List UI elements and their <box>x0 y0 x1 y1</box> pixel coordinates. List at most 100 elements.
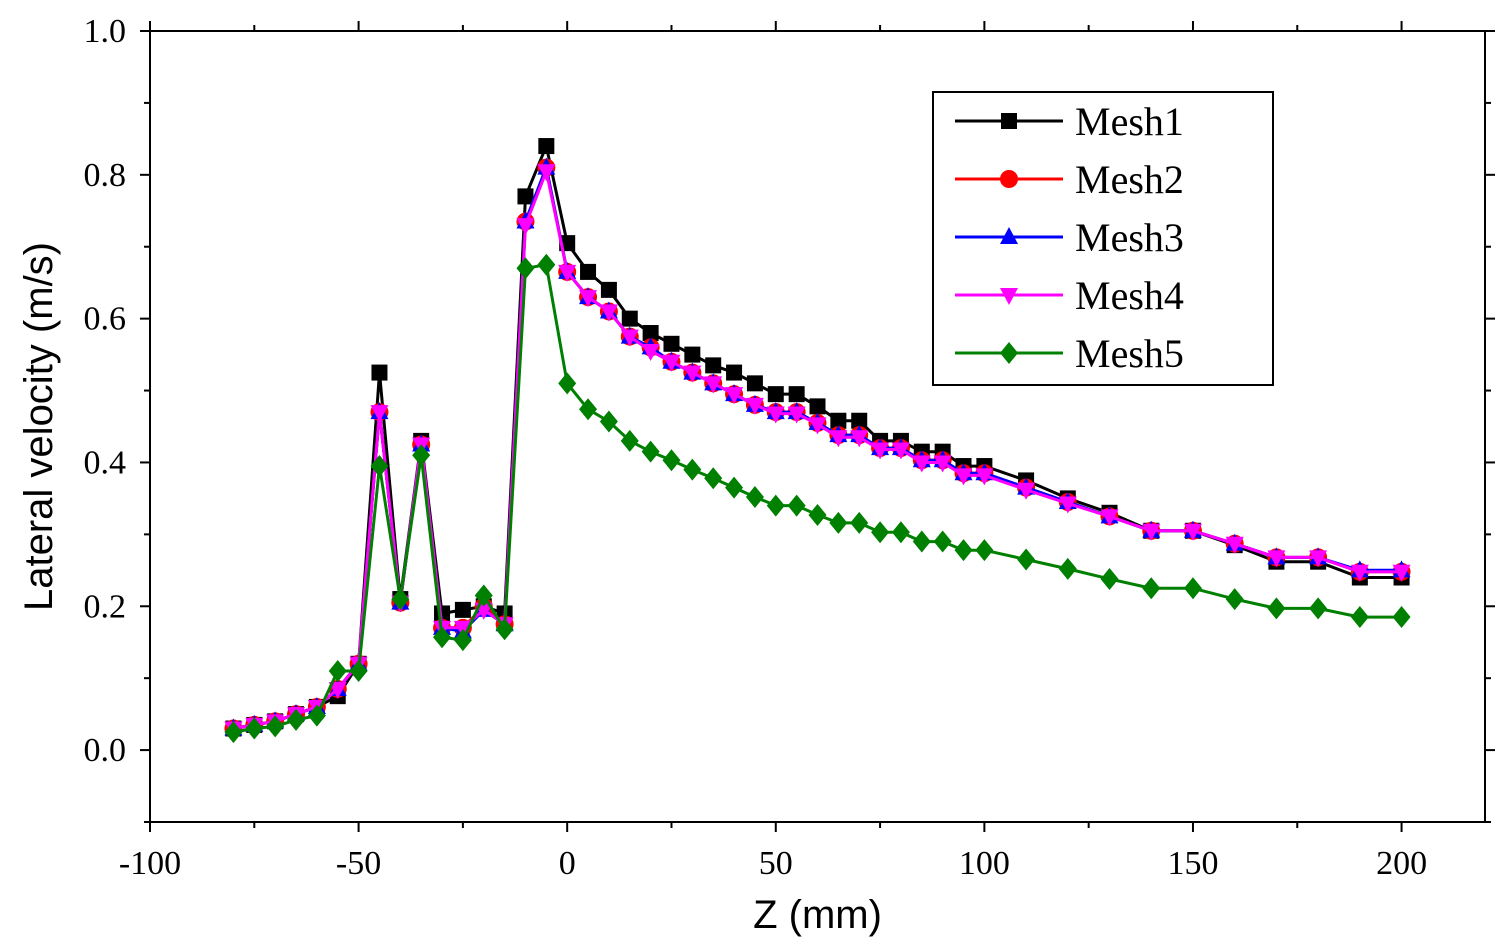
data-point-mesh5 <box>891 521 910 544</box>
data-point-mesh5 <box>516 257 535 280</box>
data-point-mesh1 <box>684 346 701 363</box>
data-point-mesh4 <box>766 406 785 424</box>
data-point-mesh1 <box>663 335 680 352</box>
x-tick-label: 150 <box>1167 845 1218 882</box>
data-point-mesh5 <box>1350 606 1369 629</box>
data-point-mesh1 <box>851 412 868 429</box>
data-point-mesh4 <box>891 442 910 460</box>
data-point-mesh5 <box>850 511 869 534</box>
legend-marker-mesh1 <box>1001 113 1017 129</box>
data-point-mesh1 <box>454 601 471 618</box>
data-point-mesh4 <box>975 468 994 486</box>
legend-label-mesh2: Mesh2 <box>1075 157 1184 202</box>
legend-item-mesh5: Mesh5 <box>955 331 1184 376</box>
legend-item-mesh1: Mesh1 <box>955 99 1184 144</box>
data-point-mesh5 <box>829 511 848 534</box>
y-axis-ticks: 0.0 0.2 0.4 0.6 0.8 1.0 <box>84 13 1495 823</box>
data-point-mesh4 <box>1392 564 1411 582</box>
data-point-mesh1 <box>517 188 534 205</box>
x-tick-label: -100 <box>119 845 181 882</box>
data-point-mesh4 <box>683 365 702 383</box>
data-point-mesh4 <box>808 417 827 435</box>
data-point-mesh4 <box>558 264 577 282</box>
data-point-mesh4 <box>871 442 890 460</box>
data-point-mesh5 <box>1225 588 1244 611</box>
data-point-mesh1 <box>830 412 847 429</box>
data-point-mesh5 <box>641 440 660 463</box>
data-point-mesh5 <box>349 659 368 682</box>
y-tick-label: 0.6 <box>84 301 127 338</box>
data-point-mesh4 <box>537 164 556 182</box>
data-point-mesh5 <box>1183 577 1202 600</box>
x-tick-label: 200 <box>1376 845 1427 882</box>
data-point-mesh5 <box>683 458 702 481</box>
series-mesh5 <box>224 253 1411 744</box>
legend-label-mesh1: Mesh1 <box>1075 99 1184 144</box>
data-point-mesh4 <box>933 455 952 473</box>
data-point-mesh1 <box>726 364 743 381</box>
data-point-mesh1 <box>600 281 617 298</box>
data-point-mesh1 <box>788 386 805 403</box>
data-point-mesh4 <box>370 405 389 423</box>
data-point-mesh1 <box>767 386 784 403</box>
data-point-mesh5 <box>328 659 347 682</box>
data-point-mesh4 <box>1142 523 1161 541</box>
data-point-mesh4 <box>516 218 535 236</box>
x-tick-label: 100 <box>959 845 1010 882</box>
y-axis-title: Lateral velocity (m/s) <box>17 242 61 611</box>
legend-label-mesh5: Mesh5 <box>1075 331 1184 376</box>
data-point-mesh5 <box>808 503 827 526</box>
data-point-mesh5 <box>1309 597 1328 620</box>
data-point-mesh4 <box>620 329 639 347</box>
y-tick-label: 0.0 <box>84 732 127 769</box>
data-point-mesh4 <box>1058 496 1077 514</box>
data-point-mesh5 <box>245 717 264 740</box>
data-point-mesh4 <box>1225 536 1244 554</box>
data-point-mesh5 <box>370 455 389 478</box>
plot-frame <box>149 30 1486 823</box>
data-point-mesh5 <box>474 584 493 607</box>
y-tick-label: 0.2 <box>84 588 127 625</box>
legend-label-mesh4: Mesh4 <box>1075 273 1184 318</box>
legend-marker-mesh3 <box>1000 227 1018 244</box>
data-point-mesh4 <box>850 430 869 448</box>
data-point-mesh4 <box>1309 550 1328 568</box>
data-point-mesh4 <box>745 397 764 415</box>
data-point-mesh5 <box>871 521 890 544</box>
data-point-mesh5 <box>1058 557 1077 580</box>
data-point-mesh4 <box>662 354 681 372</box>
data-point-mesh5 <box>579 398 598 421</box>
data-point-mesh5 <box>766 494 785 517</box>
legend: Mesh1 Mesh2 Mesh3 Mesh4 Mesh5 <box>932 91 1274 386</box>
data-point-mesh5 <box>745 485 764 508</box>
data-point-mesh4 <box>641 343 660 361</box>
y-tick-label: 1.0 <box>84 13 127 50</box>
data-point-mesh1 <box>538 138 555 155</box>
data-point-mesh1 <box>809 398 826 415</box>
data-point-mesh1 <box>621 310 638 327</box>
x-tick-label: 50 <box>759 845 793 882</box>
data-point-mesh1 <box>746 375 763 392</box>
data-point-mesh5 <box>662 449 681 472</box>
data-point-mesh5 <box>725 476 744 499</box>
data-point-mesh5 <box>287 708 306 731</box>
data-point-mesh1 <box>580 263 597 280</box>
y-tick-label: 0.8 <box>84 157 127 194</box>
data-point-mesh5 <box>495 618 514 641</box>
data-point-mesh4 <box>829 430 848 448</box>
data-point-mesh5 <box>912 530 931 553</box>
data-point-mesh5 <box>933 530 952 553</box>
data-point-mesh5 <box>704 467 723 490</box>
legend-item-mesh3: Mesh3 <box>955 215 1184 260</box>
data-point-mesh5 <box>412 444 431 467</box>
legend-marker-mesh4 <box>1000 288 1018 305</box>
data-point-mesh4 <box>912 455 931 473</box>
data-point-mesh4 <box>328 681 347 699</box>
data-point-mesh4 <box>1350 564 1369 582</box>
data-point-mesh4 <box>725 387 744 405</box>
data-point-mesh5 <box>975 539 994 562</box>
data-point-mesh5 <box>1100 567 1119 590</box>
data-point-mesh5 <box>1142 577 1161 600</box>
x-tick-label: -50 <box>336 845 381 882</box>
